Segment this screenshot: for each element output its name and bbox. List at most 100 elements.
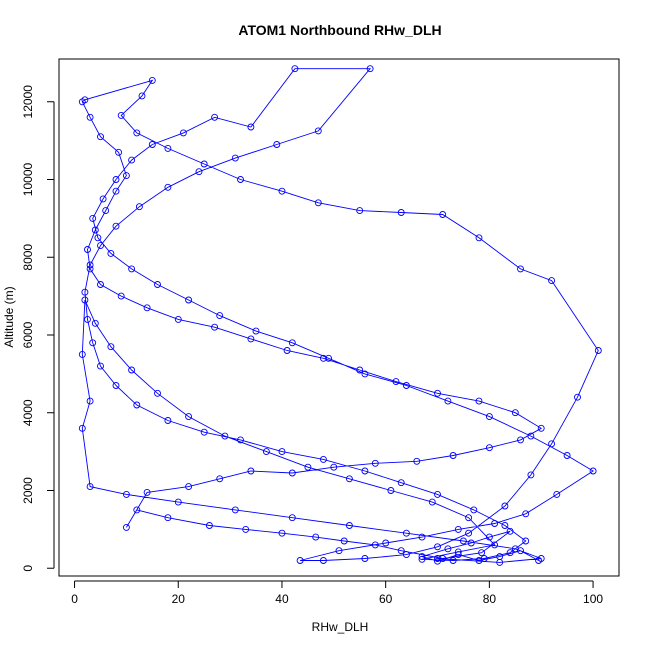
data-point <box>537 555 545 562</box>
plot-frame <box>58 58 620 577</box>
data-point <box>86 265 94 273</box>
y-tick-label: 4000 <box>21 399 35 426</box>
data-point <box>78 424 86 432</box>
data-point <box>262 448 270 456</box>
data-point <box>117 111 125 119</box>
data-point <box>413 457 421 465</box>
data-point <box>133 401 141 409</box>
data-point <box>402 529 410 537</box>
data-point <box>465 529 473 537</box>
data-point <box>444 545 452 553</box>
data-point <box>511 545 519 553</box>
data-point <box>247 335 255 343</box>
data-point <box>89 214 97 222</box>
data-point <box>491 520 499 527</box>
data-point <box>154 281 161 288</box>
data-point <box>78 350 86 358</box>
data-point <box>122 490 130 498</box>
data-point <box>444 397 452 405</box>
data-point <box>97 242 104 250</box>
data-point <box>361 370 369 378</box>
data-point <box>434 543 441 551</box>
data-point <box>154 389 161 397</box>
data-point <box>402 551 410 559</box>
data-point <box>501 502 509 510</box>
data-point <box>511 409 519 417</box>
data-point <box>133 129 141 137</box>
data-point <box>148 141 156 148</box>
data-point <box>304 463 312 471</box>
data-point <box>371 541 379 549</box>
data-point <box>392 378 400 386</box>
data-point <box>112 176 120 183</box>
data-point <box>589 467 597 475</box>
data-point <box>439 211 447 218</box>
data-point <box>470 506 478 514</box>
data-point <box>107 249 115 257</box>
data-point <box>335 547 343 555</box>
y-tick-label: 10000 <box>21 162 35 196</box>
data-point <box>86 261 94 269</box>
data-point <box>434 555 441 562</box>
chart-title: ATOM1 Northbound RHw_DLH <box>238 22 441 38</box>
y-tick-label: 6000 <box>21 321 35 348</box>
data-point <box>247 123 255 131</box>
data-point <box>522 537 530 545</box>
data-point <box>216 475 224 483</box>
data-point <box>454 525 462 533</box>
data-point <box>148 76 156 84</box>
data-point <box>112 187 120 195</box>
data-point <box>485 413 493 421</box>
data-point <box>397 479 405 487</box>
data-point <box>231 506 239 514</box>
data-point <box>97 281 104 288</box>
data-point <box>237 176 244 183</box>
data-point <box>200 428 208 436</box>
data-point <box>478 549 486 557</box>
data-point <box>356 207 364 215</box>
y-axis: 0 2000 4000 6000 8000 10000 12000 <box>21 85 55 572</box>
data-point <box>418 553 426 561</box>
data-point <box>397 547 405 555</box>
data-point <box>522 510 530 518</box>
data-point <box>485 444 493 452</box>
data-point <box>185 413 193 421</box>
data-point <box>138 92 146 100</box>
data-point <box>164 144 172 152</box>
data-point <box>506 527 514 535</box>
data-point <box>402 382 410 389</box>
data-point <box>211 323 219 331</box>
data-point <box>81 288 89 296</box>
data-point <box>319 557 327 564</box>
data-point <box>86 113 94 121</box>
data-point <box>296 557 304 564</box>
data-point <box>242 525 250 533</box>
data-point <box>107 343 115 351</box>
data-point <box>200 160 208 168</box>
data-point <box>485 533 493 541</box>
data-point <box>143 488 151 496</box>
data-point <box>454 548 462 556</box>
data-point <box>475 234 483 242</box>
data-point <box>449 557 457 564</box>
data-point <box>205 522 213 529</box>
data-point <box>278 529 286 537</box>
y-axis-title: Altitude (m) <box>2 286 16 347</box>
data-point <box>319 455 327 463</box>
y-tick-label: 8000 <box>21 244 35 271</box>
data-point <box>467 539 475 547</box>
data-point <box>81 296 89 304</box>
data-point <box>84 315 91 323</box>
data-point <box>112 222 120 230</box>
data-point <box>288 514 296 522</box>
data-point <box>117 292 125 300</box>
data-point <box>164 417 172 424</box>
y-tick-label: 12000 <box>21 85 35 119</box>
data-point <box>506 549 514 557</box>
data-point <box>319 354 327 362</box>
data-point <box>164 514 172 522</box>
data-point <box>345 522 353 529</box>
data-point <box>252 327 260 335</box>
data-point <box>195 168 203 176</box>
data-point <box>211 113 219 121</box>
